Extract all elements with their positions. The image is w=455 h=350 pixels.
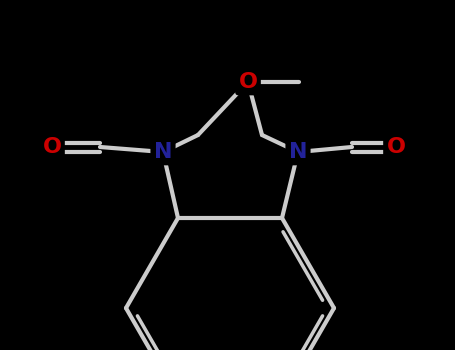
Text: O: O xyxy=(238,72,258,92)
Text: N: N xyxy=(154,142,172,162)
Text: O: O xyxy=(386,137,405,157)
Text: N: N xyxy=(289,142,307,162)
Text: O: O xyxy=(42,137,61,157)
